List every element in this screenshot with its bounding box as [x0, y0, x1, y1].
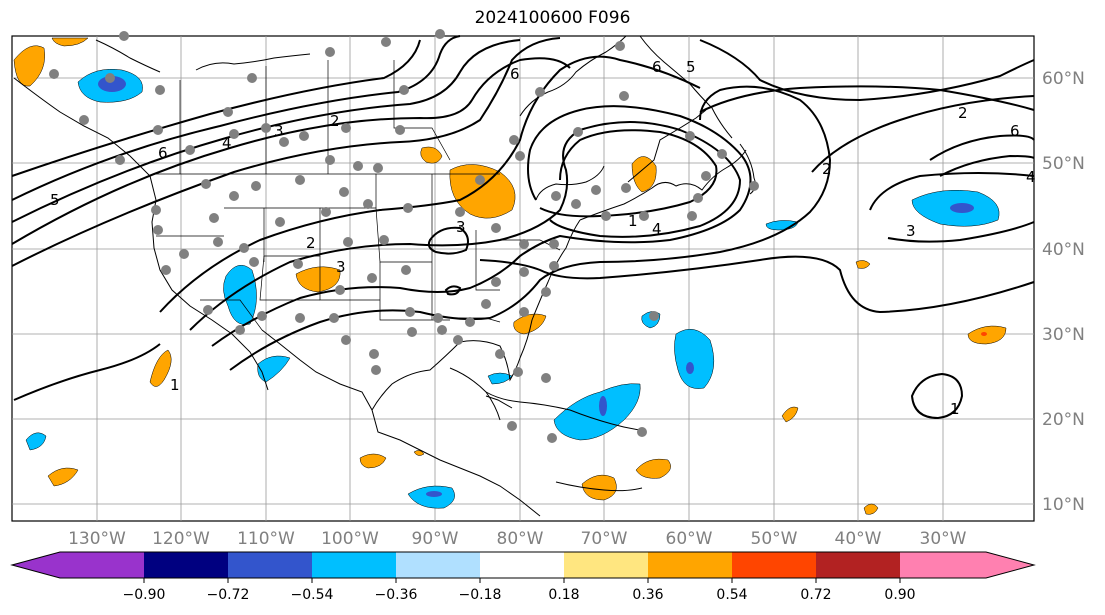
contour-label: 3 [274, 122, 284, 140]
contour-label: 6 [158, 144, 168, 162]
contour-label: 6 [510, 65, 520, 83]
colorbar-tick: 0.18 [548, 587, 579, 603]
lat-label: 20°N [1042, 410, 1085, 430]
lon-label: 90°W [412, 529, 459, 549]
lon-label: 100°W [321, 529, 379, 549]
lon-label: 110°W [237, 529, 295, 549]
lon-label: 70°W [581, 529, 628, 549]
map-title: 2024100600 F096 [474, 8, 631, 28]
latitude-labels: 60°N 50°N 40°N 30°N 20°N 10°N [1042, 69, 1085, 515]
colorbar-tick: 0.54 [716, 587, 747, 603]
contour-label: 1 [950, 400, 960, 418]
contour-label: 2 [330, 112, 340, 130]
contour-lines [11, 35, 1035, 420]
colorbar-segment [564, 552, 649, 578]
colorbar-segment [228, 552, 313, 578]
contour-label: 2 [306, 234, 316, 252]
lat-label: 50°N [1042, 154, 1085, 174]
contour-label: 4 [222, 134, 232, 152]
colorbar-segment [312, 552, 397, 578]
contour-label-group: 5 6 4 3 2 6 2 1 3 3 5 6 4 2 3 6 2 4 1 1 [50, 58, 1036, 418]
lon-label: 80°W [497, 529, 544, 549]
colorbar-tick: −0.54 [291, 587, 334, 603]
contour-label: 2 [958, 104, 968, 122]
contour-label: 3 [906, 222, 916, 240]
colorbar-extend-high [986, 552, 1034, 578]
colorbar-segment [60, 552, 145, 578]
lat-label: 30°N [1042, 325, 1085, 345]
contour-label: 2 [822, 160, 832, 178]
colorbar-tick: −0.72 [207, 587, 250, 603]
lat-label: 10°N [1042, 495, 1085, 515]
colorbar-segment [144, 552, 229, 578]
contour-label: 1 [170, 376, 180, 394]
colorbar-segment [816, 552, 901, 578]
lat-label: 60°N [1042, 69, 1085, 89]
colorbar-tick: 0.36 [632, 587, 663, 603]
longitude-labels: 130°W 120°W 110°W 100°W 90°W 80°W 70°W 6… [68, 529, 967, 549]
colorbar-segment [732, 552, 817, 578]
lon-label: 130°W [68, 529, 126, 549]
colorbar-segment [480, 552, 565, 578]
anomaly-fills [13, 37, 1007, 515]
colorbar-tick: −0.36 [375, 587, 418, 603]
contour-label: 5 [686, 58, 696, 76]
contour-label: 4 [652, 220, 662, 238]
lon-label: 120°W [152, 529, 210, 549]
colorbar-segment [900, 552, 986, 578]
contour-label: 1 [628, 212, 638, 230]
political-borders [154, 60, 561, 331]
station-markers [49, 29, 759, 443]
colorbar-tick: −0.90 [123, 587, 166, 603]
contour-label: 5 [50, 191, 60, 209]
contour-label: 3 [456, 218, 466, 236]
lon-label: 60°W [666, 529, 713, 549]
colorbar-segment [396, 552, 481, 578]
contour-label: 6 [1010, 122, 1020, 140]
lon-label: 40°W [835, 529, 882, 549]
colorbar-tick: −0.18 [459, 587, 502, 603]
contour-label: 3 [336, 258, 346, 276]
map-frame [11, 35, 1035, 522]
lat-label: 40°N [1042, 240, 1085, 260]
colorbar-extend-low [12, 552, 60, 578]
colorbar-tick: 0.90 [884, 587, 915, 603]
colorbar-segment [648, 552, 733, 578]
contour-label: 4 [1026, 168, 1036, 186]
lon-label: 30°W [920, 529, 967, 549]
contour-label: 6 [652, 58, 662, 76]
lon-label: 50°W [751, 529, 798, 549]
colorbar: −0.90 −0.72 −0.54 −0.36 −0.18 0.18 0.36 … [10, 551, 1036, 603]
colorbar-tick: 0.72 [800, 587, 831, 603]
